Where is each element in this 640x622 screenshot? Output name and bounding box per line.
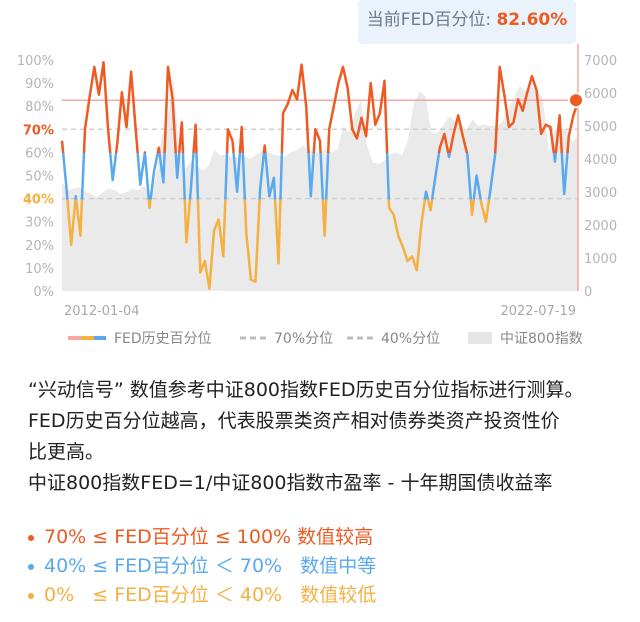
level-mid-dot xyxy=(28,563,34,570)
legend-csi[interactable]: 中证800指数 xyxy=(468,328,583,348)
level-mid-text: 40% ≤ FED百分位 ＜ 70% 数值中等 xyxy=(44,555,377,577)
description-line-3: 比更高。 xyxy=(28,441,105,463)
left-tick-label: 20% xyxy=(25,239,54,254)
left-tick-label: 40% xyxy=(23,193,54,208)
tooltip-label: 当前FED百分位: xyxy=(366,10,492,30)
legend-p40[interactable]: 40%分位 xyxy=(347,328,440,348)
right-tick-label: 4000 xyxy=(584,153,617,168)
left-tick-label: 50% xyxy=(25,170,54,185)
left-tick-label: 90% xyxy=(25,77,54,92)
fed-percentile-chart: 100% 90% 80% 70% 60% 50% 40% 30% 20% 10% 0% 7000 60… xyxy=(17,44,617,319)
x-tick-end: 2022-07-19 xyxy=(500,304,576,319)
right-tick-label: 3000 xyxy=(584,186,617,201)
left-tick-label: 30% xyxy=(25,216,54,231)
right-axis-ticks: 7000 6000 5000 4000 3000 2000 1000 0 xyxy=(584,54,617,300)
fed-line xyxy=(60,61,580,290)
left-tick-label: 60% xyxy=(25,146,54,161)
x-axis-ticks: 2012-01-04 2022-07-19 xyxy=(64,304,576,319)
level-high-dot xyxy=(28,534,34,541)
description: “兴动信号” 数值参考中证800指数FED历史百分位指标进行测算。 FED历史百… xyxy=(28,375,628,499)
legend-fed-label: FED历史百分位 xyxy=(114,331,212,347)
left-tick-label: 70% xyxy=(23,123,54,138)
description-line-1: “兴动信号” 数值参考中证800指数FED历史百分位指标进行测算。 xyxy=(28,379,584,401)
left-tick-label: 80% xyxy=(25,100,54,115)
legend-p70[interactable]: 70%分位 xyxy=(240,328,333,348)
current-fed-tooltip: 当前FED百分位: 82.60% xyxy=(358,0,576,44)
legend-p40-swatch xyxy=(347,336,375,340)
csi800-area xyxy=(62,78,578,291)
left-tick-label: 0% xyxy=(33,285,54,300)
right-tick-label: 0 xyxy=(584,285,592,300)
legend-csi-label: 中证800指数 xyxy=(500,331,583,347)
x-tick-start: 2012-01-04 xyxy=(64,304,140,319)
chart-legend: FED历史百分位 70%分位 40%分位 中证800指数 xyxy=(0,328,640,350)
description-line-4: 中证800指数FED=1/中证800指数市盈率 - 十年期国债收益率 xyxy=(28,472,553,494)
current-marker-layer xyxy=(568,92,584,109)
left-tick-label: 100% xyxy=(17,54,54,69)
level-legend: 70% ≤ FED百分位 ≤ 100% 数值较高 40% ≤ FED百分位 ＜ … xyxy=(28,523,628,610)
current-marker-dot[interactable] xyxy=(568,92,584,109)
legend-csi-swatch xyxy=(468,332,492,344)
csi800-area-layer xyxy=(62,78,578,291)
level-low-text: 0% ≤ FED百分位 ＜ 40% 数值较低 xyxy=(44,584,377,606)
right-tick-label: 2000 xyxy=(584,219,617,234)
level-low-dot xyxy=(28,592,34,599)
right-tick-label: 6000 xyxy=(584,87,617,102)
legend-p70-swatch xyxy=(240,336,268,340)
legend-fed-swatch xyxy=(68,336,106,340)
level-mid: 40% ≤ FED百分位 ＜ 70% 数值中等 xyxy=(28,552,628,581)
tooltip-value: 82.60% xyxy=(496,10,568,30)
right-tick-label: 1000 xyxy=(584,252,617,267)
legend-p40-label: 40%分位 xyxy=(381,331,441,347)
legend-fed[interactable]: FED历史百分位 xyxy=(68,328,212,348)
right-tick-label: 7000 xyxy=(584,54,617,69)
description-line-2: FED历史百分位越高，代表股票类资产相对债券类资产投资性价 xyxy=(28,410,560,432)
fed-line-layer xyxy=(60,61,580,290)
level-low: 0% ≤ FED百分位 ＜ 40% 数值较低 xyxy=(28,581,628,610)
left-axis-ticks: 100% 90% 80% 70% 60% 50% 40% 30% 20% 10% 0% xyxy=(17,54,54,300)
level-high: 70% ≤ FED百分位 ≤ 100% 数值较高 xyxy=(28,523,628,552)
level-high-text: 70% ≤ FED百分位 ≤ 100% 数值较高 xyxy=(44,526,374,548)
right-tick-label: 5000 xyxy=(584,120,617,135)
legend-p70-label: 70%分位 xyxy=(274,331,334,347)
left-tick-label: 10% xyxy=(25,262,54,277)
